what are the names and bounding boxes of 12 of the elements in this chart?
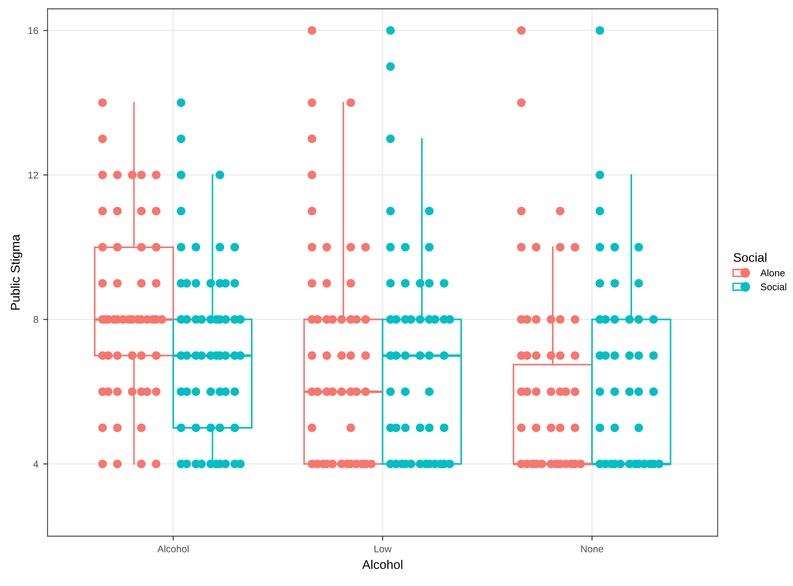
x-tick-label: Low [374, 546, 392, 552]
y-tick-label: 16 [28, 27, 38, 34]
x-tick-label: Alcohol [157, 545, 189, 552]
x-axis-title: Alcohol [362, 560, 402, 570]
y-tick-label: 8 [34, 316, 38, 324]
legend-title: Social [734, 252, 766, 262]
y-axis-title: Public Stigma [10, 234, 22, 310]
legend-label: Social [760, 283, 786, 290]
y-tick-label: 4 [33, 460, 38, 468]
y-tick-label: 12 [28, 172, 38, 178]
legend-label: Alone [760, 269, 785, 276]
x-tick-label: None [581, 546, 604, 552]
